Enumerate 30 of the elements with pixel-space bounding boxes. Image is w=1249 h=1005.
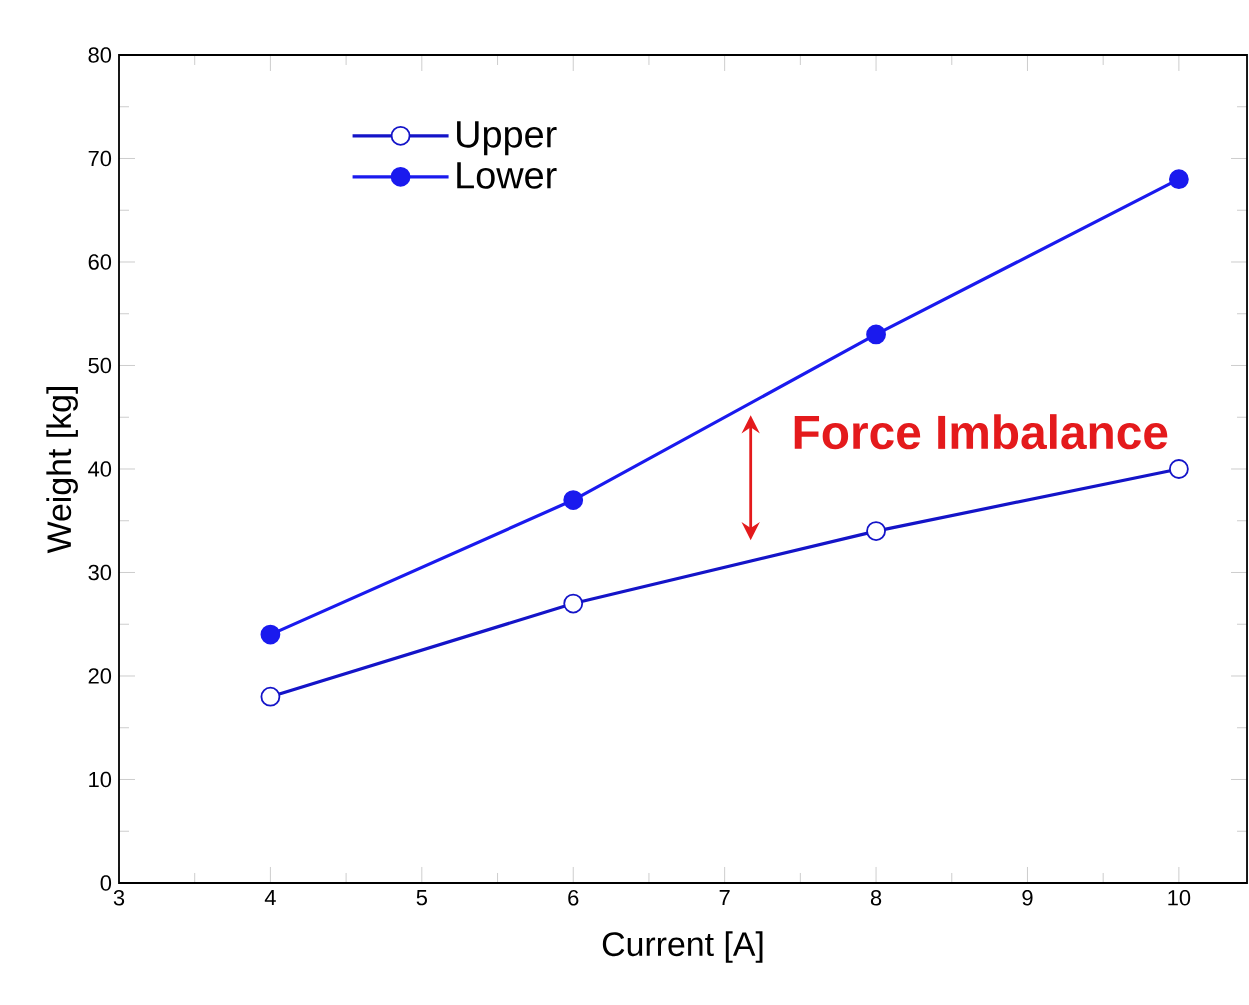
point	[260, 686, 281, 707]
x-tick-label: 9	[1022, 890, 1033, 906]
y-tick-label: 60	[88, 254, 112, 270]
y-tick-label: 20	[88, 668, 112, 684]
x-tick-label: 8	[870, 890, 882, 906]
legend-label: Lower	[457, 162, 557, 189]
y-axis-title: Weight [kg]	[46, 387, 78, 554]
x-tick-label: 7	[719, 890, 730, 906]
y-tick-label: 0	[100, 875, 112, 891]
y-tick-label: 80	[88, 47, 112, 63]
y-tick-label: 70	[88, 150, 112, 167]
annotation: Force Imbalance	[794, 414, 1168, 450]
y-tick-label: 30	[88, 564, 112, 581]
x-tick-label: 6	[568, 890, 579, 906]
point	[563, 490, 584, 510]
point	[260, 624, 281, 645]
legend-label: Upper	[457, 121, 557, 156]
x-tick-label: 10	[1168, 890, 1191, 906]
point	[1168, 169, 1189, 190]
point	[866, 324, 886, 345]
y-tick-label: 50	[88, 357, 112, 374]
x-axis-title: Current [A]	[602, 931, 763, 963]
x-tick-label: 5	[416, 890, 427, 906]
point	[866, 521, 886, 541]
point	[1168, 459, 1189, 479]
x-tick-label: 4	[264, 890, 276, 906]
y-tick-label: 10	[89, 771, 112, 788]
y-tick-label: 40	[88, 461, 112, 477]
point	[563, 593, 584, 614]
x-tick-label: 3	[113, 890, 125, 906]
